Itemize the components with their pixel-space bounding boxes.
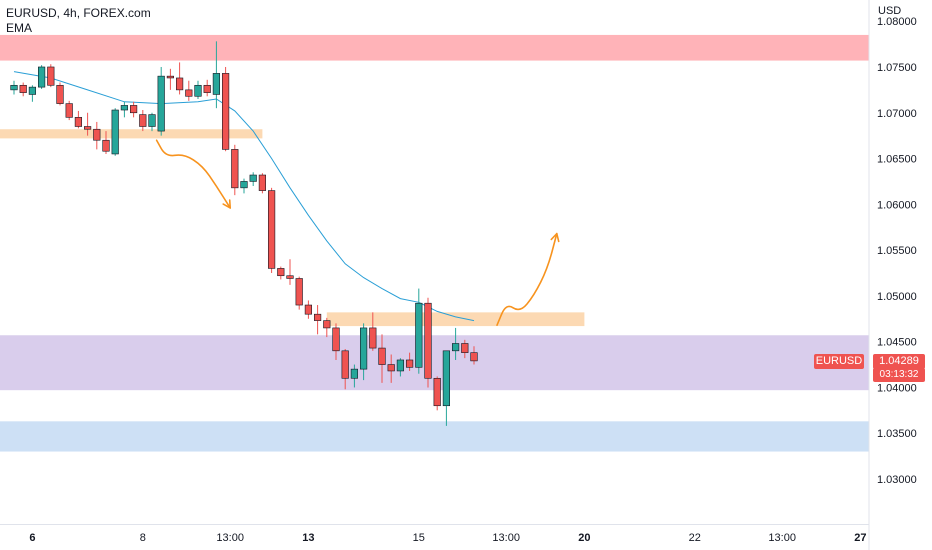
up-arrow (496, 232, 558, 326)
candle (74, 117, 82, 127)
candle (286, 275, 294, 279)
candle (240, 181, 248, 189)
last-price-tag: 1.04289 (873, 354, 925, 369)
price-tick-label: 1.05500 (877, 245, 917, 257)
arrows-layer (155, 139, 560, 326)
time-tick-label: 27 (854, 532, 866, 544)
time-tick-label: 13:00 (768, 532, 796, 544)
time-tick-label: 6 (29, 532, 35, 544)
candle (212, 73, 221, 95)
candle (295, 278, 303, 306)
countdown-tag: 03:13:32 (873, 368, 925, 382)
time-tick-label: 13 (302, 532, 314, 544)
blue-zone[interactable] (0, 421, 869, 452)
candle (350, 368, 359, 379)
candle (28, 86, 37, 95)
candle (148, 114, 156, 127)
time-tick-label: 22 (689, 532, 701, 544)
price-tick-label: 1.05000 (877, 291, 917, 303)
candle (424, 302, 432, 379)
price-tick-label: 1.03500 (877, 428, 917, 440)
candle (231, 149, 239, 189)
candle (461, 343, 469, 353)
time-tick-label: 20 (578, 532, 590, 544)
chart-legend: EURUSD, 4h, FOREX.com EMA (6, 6, 151, 36)
ema-layer (13, 71, 475, 322)
candle (267, 190, 276, 269)
ema-line (13, 71, 475, 322)
candle (396, 359, 405, 372)
down-arrow (155, 139, 231, 209)
candle (176, 77, 184, 91)
candle (19, 84, 27, 93)
currency-label[interactable]: USD (878, 5, 902, 17)
candle (166, 75, 175, 79)
candle (332, 327, 340, 352)
candle (387, 364, 395, 372)
time-axis-ticks: 6 8 13:00 13 15 13:00 20 22 13:00 27 (29, 532, 866, 544)
candle (157, 75, 165, 132)
time-tick-label: 13:00 (216, 532, 244, 544)
price-axis-ticks: 1.03000 1.03500 1.04000 1.04500 1.05000 1.055… (877, 16, 917, 486)
price-tick-label: 1.06500 (877, 154, 917, 166)
candle (130, 105, 138, 114)
candle (451, 343, 460, 352)
zones-layer (0, 34, 869, 452)
price-axis-background (869, 0, 932, 550)
candle (415, 302, 423, 368)
candle (47, 66, 55, 86)
time-tick-label: 8 (140, 532, 146, 544)
candle (470, 352, 478, 362)
candle (10, 84, 18, 91)
price-tick-label: 1.03000 (877, 474, 917, 486)
candles-layer (10, 41, 478, 426)
candle (323, 320, 331, 329)
candle (433, 377, 441, 407)
candle (369, 327, 377, 349)
candle (194, 84, 202, 97)
price-tick-label: 1.04000 (877, 382, 917, 394)
candle (185, 89, 193, 97)
down-arrow-head (222, 199, 231, 209)
candle (341, 350, 349, 379)
candle (203, 84, 211, 93)
orange-zone-lower[interactable] (326, 312, 585, 327)
legend-symbol[interactable]: EURUSD, 4h, FOREX.com (6, 6, 151, 20)
price-tick-label: 1.08000 (877, 16, 917, 28)
candle (56, 84, 64, 104)
candle (37, 66, 46, 88)
time-tick-label: 15 (413, 532, 425, 544)
candle (222, 73, 230, 150)
candle (359, 327, 368, 370)
candle (249, 174, 257, 182)
price-tick-label: 1.06000 (877, 199, 917, 211)
resistance-zone[interactable] (0, 34, 869, 61)
candle (258, 174, 267, 191)
candle (277, 268, 285, 277)
symbol-price-tag: EURUSD (814, 354, 864, 369)
price-tick-label: 1.07000 (877, 108, 917, 120)
candle (442, 350, 451, 407)
candle (102, 139, 110, 152)
candle (84, 126, 92, 130)
candle (304, 304, 313, 315)
time-tick-label: 13:00 (492, 532, 520, 544)
candle (93, 128, 101, 141)
candle (65, 103, 73, 118)
candle (111, 109, 119, 155)
orange-zone-upper[interactable] (0, 129, 263, 139)
legend-indicator[interactable]: EMA (6, 21, 33, 35)
candle (313, 313, 322, 321)
price-tick-label: 1.07500 (877, 62, 917, 74)
price-tick-label: 1.04500 (877, 337, 917, 349)
up-arrow-head (550, 232, 560, 243)
candle (120, 105, 128, 111)
candle (405, 359, 414, 368)
candle (139, 114, 147, 127)
candle (378, 347, 386, 365)
